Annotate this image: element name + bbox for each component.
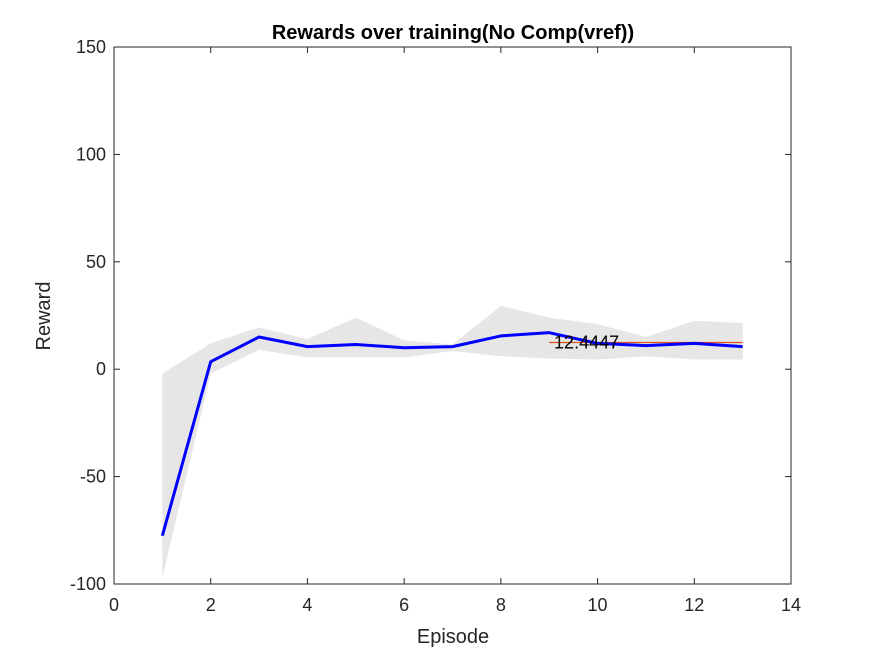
reward-range-band: [162, 305, 743, 578]
x-tick-label: 2: [206, 595, 216, 615]
y-axis-label: Reward: [33, 282, 55, 351]
y-tick-label: -50: [80, 467, 106, 487]
x-axis-label: Episode: [417, 626, 489, 648]
chart-title: Rewards over training(No Comp(vref)): [272, 22, 634, 44]
x-tick-label: 10: [588, 595, 608, 615]
mean-value-annotation: 12.4447: [554, 332, 619, 352]
x-tick-label: 14: [781, 595, 801, 615]
y-tick-label: 50: [86, 252, 106, 272]
x-tick-label: 4: [302, 595, 312, 615]
x-tick-label: 6: [399, 595, 409, 615]
x-tick-label: 8: [496, 595, 506, 615]
axes-box: [113, 46, 792, 585]
y-tick-label: 0: [96, 359, 106, 379]
y-tick-label: 100: [76, 144, 106, 164]
x-tick-label: 0: [109, 595, 119, 615]
plot-area: 12.4447 0 2 4 6 8 10 12 14 -100 -50 0 50 100 150: [70, 37, 801, 615]
y-tick-label: 150: [76, 37, 106, 57]
y-tick-label: -100: [70, 574, 106, 594]
x-tick-label: 12: [684, 595, 704, 615]
